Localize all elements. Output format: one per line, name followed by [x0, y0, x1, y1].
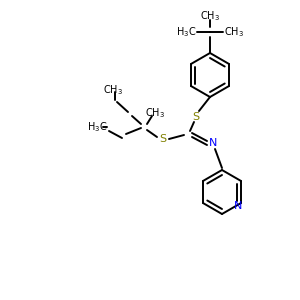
Text: CH$_3$: CH$_3$ — [224, 25, 244, 39]
Text: CH$_3$: CH$_3$ — [200, 9, 220, 23]
Text: N: N — [234, 201, 242, 211]
Text: CH$_3$: CH$_3$ — [103, 83, 123, 97]
Text: S: S — [159, 134, 167, 144]
Text: H$_3$C: H$_3$C — [87, 120, 107, 134]
Text: N: N — [209, 138, 217, 148]
Text: H$_3$C: H$_3$C — [176, 25, 196, 39]
Text: CH$_3$: CH$_3$ — [145, 106, 165, 120]
Text: S: S — [192, 112, 200, 122]
